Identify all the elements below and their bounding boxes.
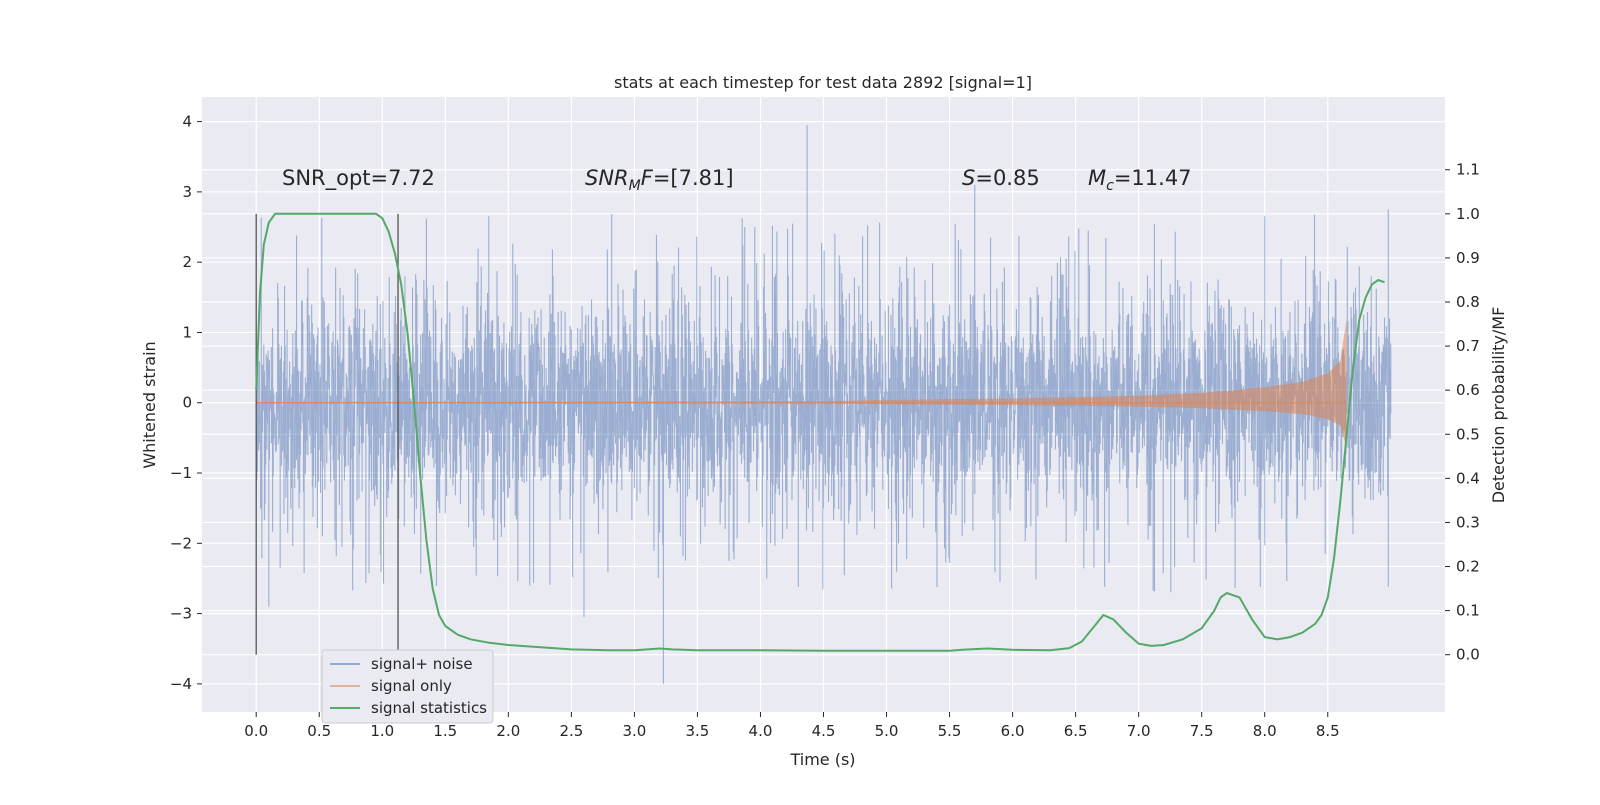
y-axis-label: Whitened strain: [140, 341, 159, 468]
y-tick-label: −3: [170, 605, 192, 623]
annotation-snr-opt: SNR_opt=7.72: [282, 166, 435, 191]
y2-tick-label: 0.6: [1456, 381, 1480, 399]
y-tick-label: 0: [182, 394, 192, 412]
x-tick-label: 5.5: [938, 722, 962, 740]
x-tick-label: 6.5: [1064, 722, 1088, 740]
y2-axis-label: Detection probability/MF: [1489, 307, 1508, 504]
x-tick-label: 7.0: [1127, 722, 1151, 740]
legend-box: [321, 649, 494, 724]
y-tick-label: −2: [170, 534, 192, 552]
x-tick-label: 3.5: [686, 722, 710, 740]
y-tick-label: 2: [182, 253, 192, 271]
x-tick-label: 2.0: [496, 722, 520, 740]
y2-axis-ticks: 1.1 1.0 0.9 0.8 0.7 0.6 0.5 0.4 0.3 0.2 0.1 0.0: [1445, 161, 1480, 664]
x-tick-label: 8.0: [1253, 722, 1277, 740]
y2-tick-label: 0.4: [1456, 469, 1480, 487]
y-tick-label: −1: [170, 464, 192, 482]
statistics-line: [255, 212, 1385, 652]
x-tick-label: 7.5: [1190, 722, 1214, 740]
y-tick-label: −4: [170, 675, 192, 693]
x-tick-label: 6.0: [1001, 722, 1025, 740]
y2-tick-label: 0.5: [1456, 425, 1480, 443]
x-tick-label: 0.5: [307, 722, 331, 740]
legend: signal+ noise signal only signal statist…: [321, 649, 494, 724]
vertical-markers: [255, 213, 399, 655]
x-tick-label: 4.5: [812, 722, 836, 740]
y2-tick-label: 1.0: [1456, 205, 1480, 223]
chart-title: stats at each timestep for test data 289…: [614, 73, 1032, 92]
y2-tick-label: 0.2: [1456, 558, 1480, 576]
annotation-s: S=0.85: [962, 166, 1040, 190]
legend-label-signal-statistics: signal statistics: [371, 699, 487, 717]
x-tick-label: 4.0: [749, 722, 773, 740]
x-tick-label: 2.5: [559, 722, 583, 740]
x-axis-label: Time (s): [789, 750, 855, 769]
x-tick-label: 3.0: [622, 722, 646, 740]
annotation-mc: Mc=11.47: [1088, 166, 1192, 194]
y2-tick-label: 0.9: [1456, 249, 1480, 267]
y-tick-label: 4: [182, 113, 192, 131]
y2-tick-label: 0.7: [1456, 337, 1480, 355]
x-tick-label: 1.0: [370, 722, 394, 740]
x-tick-label: 1.5: [433, 722, 457, 740]
y2-tick-label: 0.8: [1456, 293, 1480, 311]
y2-tick-label: 1.1: [1456, 161, 1480, 179]
legend-label-signal-only: signal only: [371, 677, 452, 695]
x-tick-label: 0.0: [244, 722, 268, 740]
y2-tick-label: 0.1: [1456, 602, 1480, 620]
y2-tick-label: 0.3: [1456, 513, 1480, 531]
x-tick-label: 5.0: [875, 722, 899, 740]
series-signal-statistics: [255, 212, 1385, 652]
legend-label-signal-noise: signal+ noise: [371, 655, 473, 673]
y-tick-label: 3: [182, 183, 192, 201]
x-tick-label: 8.5: [1316, 722, 1340, 740]
y-tick-label: 1: [182, 323, 192, 341]
x-axis-ticks: 0.0 0.5 1.0 1.5 2.0 2.5 3.0 3.5 4.0 4.5 5.0 5.5 6.0 6…: [244, 712, 1340, 740]
series-signal-only: [256, 318, 1347, 450]
y-axis-ticks: 4 3 2 1 0 −1 −2 −3 −4: [170, 113, 202, 693]
y2-tick-label: 0.0: [1456, 646, 1480, 664]
annotations: SNR_opt=7.72 SNRMF=[7.81] S=0.85 Mc=11.4…: [282, 166, 1192, 194]
annotation-snr-mf: SNRMF=[7.81]: [585, 166, 734, 194]
